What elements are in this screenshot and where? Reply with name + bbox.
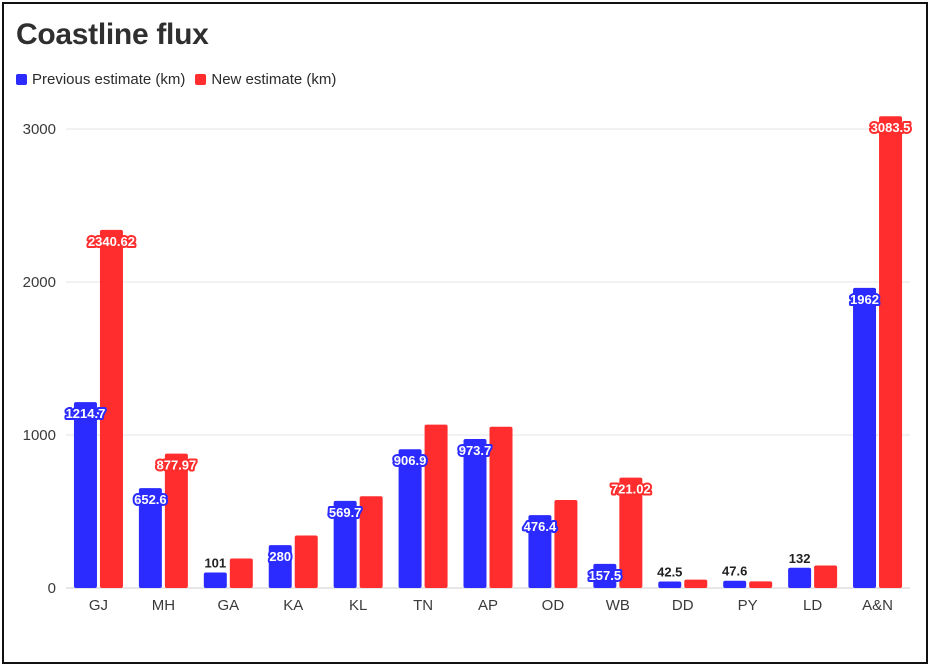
bar-previous-py[interactable] [723, 580, 747, 588]
data-label: 42.5 [657, 564, 682, 579]
x-tick-label: AP [478, 597, 498, 614]
bar-new-gj[interactable] [99, 229, 123, 589]
x-tick-label: PY [738, 597, 758, 614]
x-tick-label: GA [217, 597, 239, 614]
bar-new-wb[interactable] [619, 477, 643, 588]
bar-new-dd[interactable] [684, 579, 708, 588]
bar-previous-ga[interactable] [203, 572, 227, 588]
bar-previous-ld[interactable] [788, 567, 812, 588]
bar-previous-dd[interactable] [658, 581, 682, 588]
bar-previous-gj[interactable] [73, 402, 97, 588]
bar-previous-ka[interactable] [268, 545, 292, 588]
legend: Previous estimate (km) New estimate (km) [16, 71, 346, 88]
bar-new-tn[interactable] [424, 424, 448, 588]
bar-previous-wb[interactable] [593, 563, 617, 588]
data-label: 280 [269, 549, 291, 564]
legend-item-previous[interactable]: Previous estimate (km) [16, 71, 185, 88]
y-tick-label: 1000 [23, 427, 56, 444]
data-label: 101 [204, 556, 226, 571]
bar-new-od[interactable] [554, 500, 578, 588]
bar-new-ga[interactable] [229, 558, 253, 588]
legend-swatch-new [195, 74, 207, 85]
data-label: 906.9 [394, 453, 427, 468]
x-tick-label: DD [672, 597, 694, 614]
bar-previous-tn[interactable] [398, 449, 422, 588]
bar-previous-an[interactable] [853, 287, 877, 588]
data-label: 652.6 [134, 492, 167, 507]
data-label: 721.02 [611, 482, 651, 497]
legend-label-previous: Previous estimate (km) [32, 71, 186, 88]
bar-previous-mh[interactable] [138, 488, 162, 588]
data-label: 47.6 [722, 564, 747, 579]
bar-new-ka[interactable] [294, 535, 318, 588]
data-label: 2340.62 [88, 234, 135, 249]
bar-new-an[interactable] [879, 116, 903, 589]
data-label: 3083.5 [871, 120, 911, 135]
x-tick-label: GJ [89, 597, 108, 614]
data-label: 1214.7 [66, 406, 106, 421]
bar-new-mh[interactable] [164, 453, 188, 588]
data-label: 877.97 [157, 458, 197, 473]
x-tick-label: OD [542, 597, 565, 614]
legend-swatch-previous [16, 74, 27, 85]
legend-item-new[interactable]: New estimate (km) [195, 71, 336, 88]
chart-title: Coastline flux [16, 18, 209, 51]
bar-new-ap[interactable] [489, 426, 513, 588]
bar-new-kl[interactable] [359, 496, 383, 588]
bar-previous-od[interactable] [528, 515, 552, 588]
x-tick-label: MH [152, 597, 175, 614]
x-tick-label: WB [606, 597, 630, 614]
legend-label-new: New estimate (km) [211, 71, 337, 88]
data-label: 157.5 [589, 568, 622, 583]
bar-previous-ap[interactable] [463, 439, 487, 588]
x-tick-label: KA [283, 597, 303, 614]
data-label: 973.7 [459, 443, 492, 458]
bar-new-py[interactable] [749, 581, 773, 588]
y-tick-label: 3000 [23, 121, 56, 138]
x-tick-label: LD [803, 597, 822, 614]
bar-previous-kl[interactable] [333, 500, 357, 588]
y-tick-label: 0 [48, 580, 56, 597]
data-label: 476.4 [524, 519, 557, 534]
data-label: 132 [789, 551, 811, 566]
x-tick-label: KL [349, 597, 367, 614]
data-label: 569.7 [329, 505, 362, 520]
y-tick-label: 2000 [23, 274, 56, 291]
data-label: 1962 [850, 292, 879, 307]
x-tick-label: A&N [862, 597, 893, 614]
bar-new-ld[interactable] [814, 565, 838, 588]
x-tick-label: TN [413, 597, 433, 614]
